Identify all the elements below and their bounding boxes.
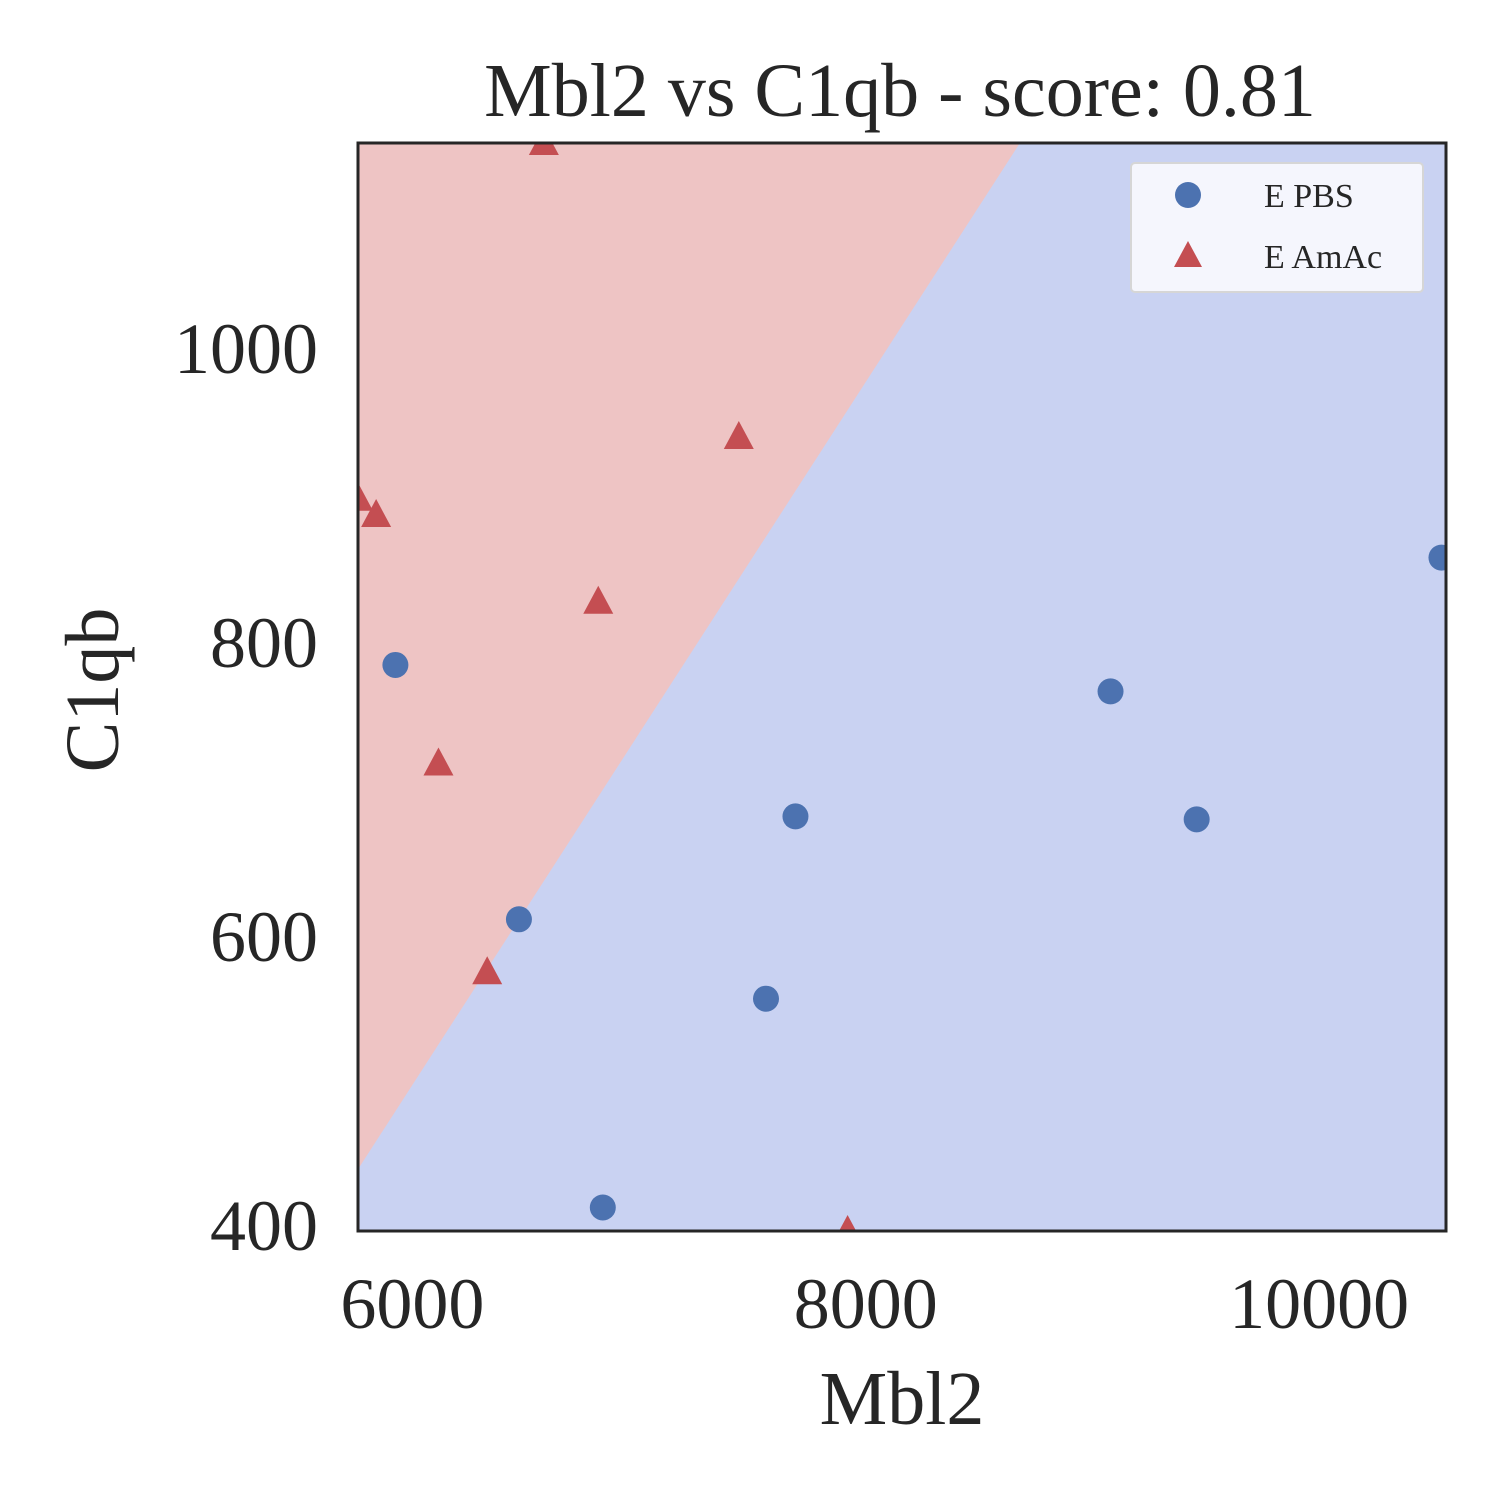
e-amac-point-6	[723, 421, 754, 450]
x-axis-ticks: 6000 8000 10000	[340, 1264, 1409, 1344]
e-pbs-point-6	[1183, 806, 1210, 833]
x-tick-label: 8000	[794, 1264, 938, 1344]
e-amac-point-1	[361, 498, 392, 527]
e-amac-point-0	[358, 482, 373, 511]
legend-label-e-pbs: E PBS	[1264, 178, 1354, 215]
x-tick-label: 10000	[1229, 1264, 1409, 1344]
e-pbs-point-2	[589, 1194, 616, 1221]
e-pbs-point-7	[1428, 544, 1446, 571]
e-amac-point-4	[528, 143, 559, 155]
e-pbs-point-1	[505, 906, 532, 933]
plot-frame	[356, 141, 1448, 1233]
decision-regions	[358, 143, 1446, 1231]
legend-marker-e-pbs	[1175, 182, 1201, 208]
y-axis-label: C1qb	[51, 608, 135, 773]
legend-label-e-amac: E AmAc	[1264, 239, 1382, 276]
x-axis-label: Mbl2	[820, 1357, 985, 1441]
e-pbs-point-4	[782, 803, 809, 830]
y-tick-label: 800	[210, 603, 318, 683]
y-axis-ticks: 400 600 800 1000	[174, 309, 318, 1266]
legend: E PBS E AmAc	[1130, 162, 1424, 293]
e-amac-point-7	[839, 1215, 857, 1231]
e-pbs-point-5	[1097, 678, 1124, 705]
legend-marker-e-amac	[1174, 241, 1202, 267]
chart-title: Mbl2 vs C1qb - score: 0.81	[484, 49, 1316, 133]
e-pbs-point-3	[753, 985, 779, 1012]
e-pbs-point-0	[382, 651, 409, 678]
y-tick-label: 1000	[174, 309, 318, 389]
y-tick-label: 400	[210, 1186, 318, 1266]
region-e-amac	[358, 143, 1020, 1170]
legend-box	[1130, 162, 1424, 293]
e-amac-point-5	[583, 585, 614, 614]
x-tick-label: 6000	[340, 1264, 484, 1344]
e-amac-point-2	[423, 747, 454, 776]
data-points	[358, 143, 1446, 1231]
e-amac-point-3	[472, 956, 503, 985]
y-tick-label: 600	[210, 897, 318, 977]
